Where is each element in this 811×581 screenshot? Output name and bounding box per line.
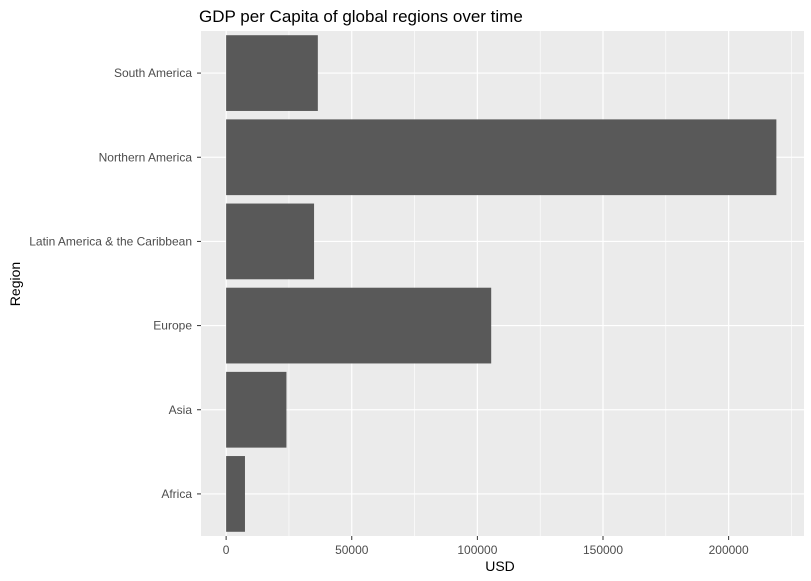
x-tick-label: 150000 [583, 543, 623, 557]
bar-africa [226, 456, 245, 532]
x-tick-label: 200000 [709, 543, 749, 557]
chart-title: GDP per Capita of global regions over ti… [199, 7, 523, 26]
y-axis: Africa Asia Europe Latin America & the Cari… [29, 66, 201, 501]
y-tick-label: Africa [161, 487, 192, 501]
y-tick-label: Europe [153, 319, 192, 333]
bars [226, 35, 777, 532]
x-axis-title: USD [485, 558, 515, 574]
x-tick-label: 50000 [335, 543, 369, 557]
bar-northern-america [226, 119, 777, 196]
bar-europe [226, 287, 492, 364]
y-axis-title: Region [7, 262, 23, 306]
x-axis: 0 50000 100000 150000 200000 [223, 536, 749, 557]
y-tick-label: Latin America & the Caribbean [29, 234, 192, 248]
bar-asia [226, 371, 287, 448]
y-tick-label: Northern America [99, 150, 193, 164]
x-tick-label: 0 [223, 543, 230, 557]
y-tick-label: South America [114, 66, 192, 80]
bar-south-america [226, 35, 318, 111]
x-tick-label: 100000 [457, 543, 497, 557]
y-tick-label: Asia [169, 403, 193, 417]
plot-panel [201, 31, 804, 536]
bar-latin-america-the-caribbean [226, 203, 315, 280]
